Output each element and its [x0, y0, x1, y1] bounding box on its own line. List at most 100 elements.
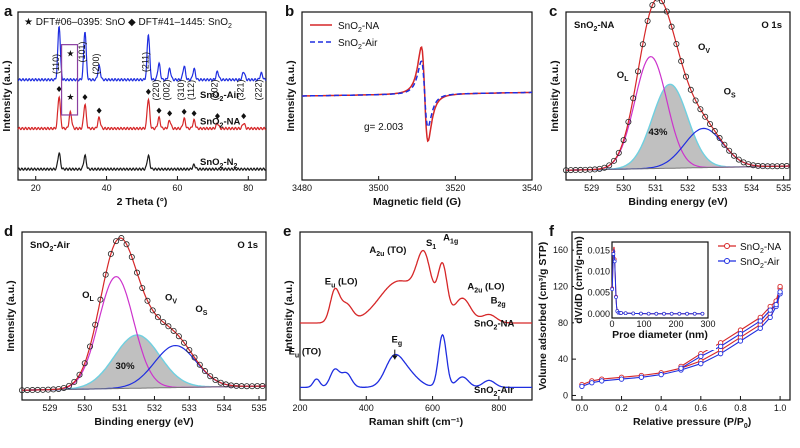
- d-ylabel: Intensity (a.u.): [5, 280, 17, 351]
- raw-data-point: [191, 354, 198, 361]
- raw-data-point: [207, 373, 214, 380]
- inset-ytick-label: 0.015: [587, 245, 610, 255]
- raw-data-point: [113, 238, 120, 245]
- c-xtick-label: 533: [712, 183, 727, 193]
- raw-data-point: [60, 384, 67, 391]
- hkl-label: (222): [253, 79, 263, 100]
- label-OL: OL: [82, 290, 94, 303]
- raw-data-point: [66, 382, 73, 389]
- diamond-marker: [214, 113, 220, 120]
- panel-letter-d: d: [4, 223, 13, 240]
- series-label-SnO2-Air: SnO2-Air: [200, 90, 240, 103]
- c-xtick-label: 531: [648, 183, 663, 193]
- raw-data-point: [673, 40, 680, 47]
- raw-data-point: [711, 128, 718, 135]
- d-xtick-label: 535: [252, 403, 267, 413]
- psd-point: [669, 311, 674, 316]
- plot-frame: [565, 11, 791, 181]
- f-xtick-label: 0.8: [734, 403, 747, 413]
- raw-data-point: [731, 152, 738, 159]
- raman-mode-label: A2u (TO): [369, 245, 406, 258]
- label-OV: OV: [165, 293, 177, 306]
- d-xlabel: Binding energy (eV): [94, 416, 193, 428]
- b-xtick-label: 3540: [522, 183, 542, 193]
- f-ytick-label: 80: [558, 318, 568, 328]
- psd-point: [623, 311, 628, 316]
- diamond-marker: [191, 110, 197, 117]
- isotherm-point: [589, 380, 595, 386]
- raw-data-point: [144, 297, 151, 304]
- inset-xlabel: Proe diameter (nm): [612, 329, 708, 341]
- psd-point: [654, 311, 659, 316]
- raw-data-point: [175, 333, 182, 340]
- isotherm-point: [638, 374, 645, 380]
- raw-data-point: [217, 379, 224, 386]
- raw-data-point: [212, 377, 219, 384]
- raw-data-point: [128, 254, 135, 261]
- d-xtick-label: 531: [112, 403, 127, 413]
- eg-arrow-head: [391, 355, 398, 360]
- xrd-legend: ★ DFT#06–0395: SnO ◆ DFT#41–1445: SnO2: [24, 17, 232, 30]
- raman-line-SnO2-NA: [300, 249, 532, 324]
- label-OS: OS: [724, 87, 736, 100]
- f-xlabel: Relative pressure (P/P0): [633, 416, 751, 430]
- raw-data-point: [606, 162, 613, 169]
- legend-marker: [724, 258, 730, 264]
- inset-xtick-label: 200: [668, 319, 683, 329]
- diamond-marker: [82, 94, 88, 101]
- raw-data-point: [139, 284, 146, 291]
- diamond-marker: [145, 88, 151, 95]
- inset-ylabel: dV/dD (cm³/g-nm): [573, 236, 585, 324]
- d-xtick-label: 532: [147, 403, 162, 413]
- label-OS: OS: [195, 304, 207, 317]
- b-xtick-label: 3480: [292, 183, 312, 193]
- inset-ytick-label: 0.005: [587, 288, 610, 298]
- epr-line-SnO2-NA: [302, 45, 532, 143]
- isotherm-point: [737, 331, 744, 337]
- ov-percent-label: 30%: [116, 361, 136, 372]
- series-label-SnO2-Air: SnO2-Air: [474, 385, 514, 398]
- f-xtick-label: 0.2: [615, 403, 628, 413]
- a-xtick-label: 60: [172, 183, 182, 193]
- f-ytick-label: 160: [553, 245, 568, 255]
- diamond-marker: [156, 107, 162, 114]
- raman-mode-label: A1g: [443, 232, 458, 245]
- raw-data-point: [149, 307, 156, 314]
- series-label-SnO2-NA: SnO2-NA: [200, 117, 240, 130]
- isotherm-point: [767, 314, 773, 321]
- raw-data-point: [721, 141, 728, 148]
- a-xtick-label: 40: [102, 183, 112, 193]
- psd-point: [619, 311, 623, 315]
- xps-region-title: O 1s: [237, 240, 258, 251]
- psd-point: [677, 311, 682, 316]
- raw-data-point: [170, 327, 177, 334]
- raw-data-point: [196, 361, 203, 368]
- envelope-line: [22, 237, 266, 391]
- raw-data-point: [160, 319, 167, 326]
- raw-data-point: [678, 58, 685, 65]
- xrd-line-SnO2-Air: [17, 25, 267, 82]
- raw-data-point: [702, 113, 709, 120]
- hkl-label: (321): [236, 79, 246, 100]
- d-xtick-label: 529: [42, 403, 57, 413]
- raw-data-point: [683, 73, 690, 80]
- c-xlabel: Binding energy (eV): [628, 196, 727, 208]
- isotherm-point: [579, 383, 585, 390]
- series-label-SnO2-NA: SnO2-NA: [474, 319, 514, 332]
- diamond-marker: [167, 110, 173, 117]
- c-ylabel: Intensity (a.u.): [549, 60, 561, 131]
- raw-data-point: [654, 0, 660, 2]
- a-xtick-label: 20: [31, 183, 41, 193]
- isotherm-point: [618, 376, 625, 382]
- f-xtick-label: 0.4: [655, 403, 668, 413]
- panel-letter-f: f: [549, 223, 555, 240]
- raw-data-point: [259, 383, 266, 390]
- raman-mode-label: Eg: [391, 335, 402, 348]
- e-xtick-label: 400: [359, 403, 374, 413]
- raw-data-point: [620, 137, 627, 144]
- raw-data-point: [726, 147, 733, 154]
- ov-fill-area: [22, 335, 266, 391]
- highlight-box: [60, 44, 79, 116]
- panel-letter-a: a: [4, 3, 13, 20]
